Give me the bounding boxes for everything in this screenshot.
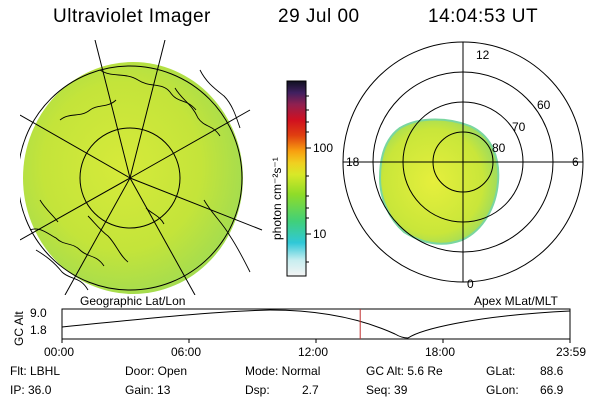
app-title: Ultraviolet Imager: [53, 6, 211, 27]
polar-label-80: 80: [492, 141, 506, 155]
polar-label-12: 12: [476, 48, 490, 62]
glat-label: GLat:: [486, 364, 516, 378]
seq-status: Seq: 39: [366, 383, 408, 397]
timeline-tick-label: 00:00: [44, 345, 75, 359]
colorbar-unit-label: photon cm⁻²s⁻¹: [270, 157, 284, 240]
colorbar-label-10: 10: [313, 227, 327, 241]
glon-value: 66.9: [540, 383, 564, 397]
gc-alt-status: GC Alt: 5.6 Re: [366, 364, 443, 378]
colorbar-minor-ticks: [306, 95, 309, 263]
timeline-ylabel: GC Alt: [12, 311, 26, 346]
apex-panel-label: Apex MLat/MLT: [474, 294, 558, 308]
auroral-emission-geo: [23, 62, 243, 294]
timeline-y-top: 9.0: [30, 306, 47, 320]
time-label: 14:04:53 UT: [428, 6, 539, 27]
polar-plot: [342, 41, 584, 283]
timeline-frame: [61, 308, 571, 340]
mode-status: Mode: Normal: [245, 364, 321, 378]
glon-label: GLon:: [486, 383, 519, 397]
colorbar: [286, 80, 311, 277]
door-status: Door: Open: [125, 364, 188, 378]
dsp-value: 2.7: [302, 383, 319, 397]
polar-label-70: 70: [512, 120, 526, 134]
timeline-tick-label: 23:59: [556, 345, 587, 359]
glat-value: 88.6: [540, 364, 564, 378]
dsp-label: Dsp:: [245, 383, 270, 397]
timeline-tick-label: 06:00: [171, 345, 202, 359]
geographic-image: [20, 40, 263, 295]
polar-label-18: 18: [346, 155, 360, 169]
date-label: 29 Jul 00: [278, 6, 360, 27]
colorbar-gradient: [286, 80, 307, 277]
timeline-ticks: [61, 339, 571, 343]
altitude-curve: [61, 309, 571, 339]
polar-grid: [342, 41, 584, 283]
colorbar-label-100: 100: [313, 141, 334, 155]
gain-status: Gain: 13: [125, 383, 171, 397]
polar-label-60: 60: [537, 98, 551, 112]
timeline-y-bottom: 1.8: [30, 323, 47, 337]
filter-status: Flt: LBHL: [10, 364, 61, 378]
altitude-timeline: [61, 308, 571, 343]
geo-grid: [20, 40, 263, 295]
ip-status: IP: 36.0: [10, 383, 52, 397]
timeline-tick-label: 12:00: [298, 345, 329, 359]
polar-label-0: 0: [467, 277, 474, 291]
geographic-panel-label: Geographic Lat/Lon: [80, 294, 186, 308]
polar-label-6: 6: [572, 155, 579, 169]
auroral-emission-polar: [378, 118, 500, 245]
timeline-tick-label: 18:00: [425, 345, 456, 359]
